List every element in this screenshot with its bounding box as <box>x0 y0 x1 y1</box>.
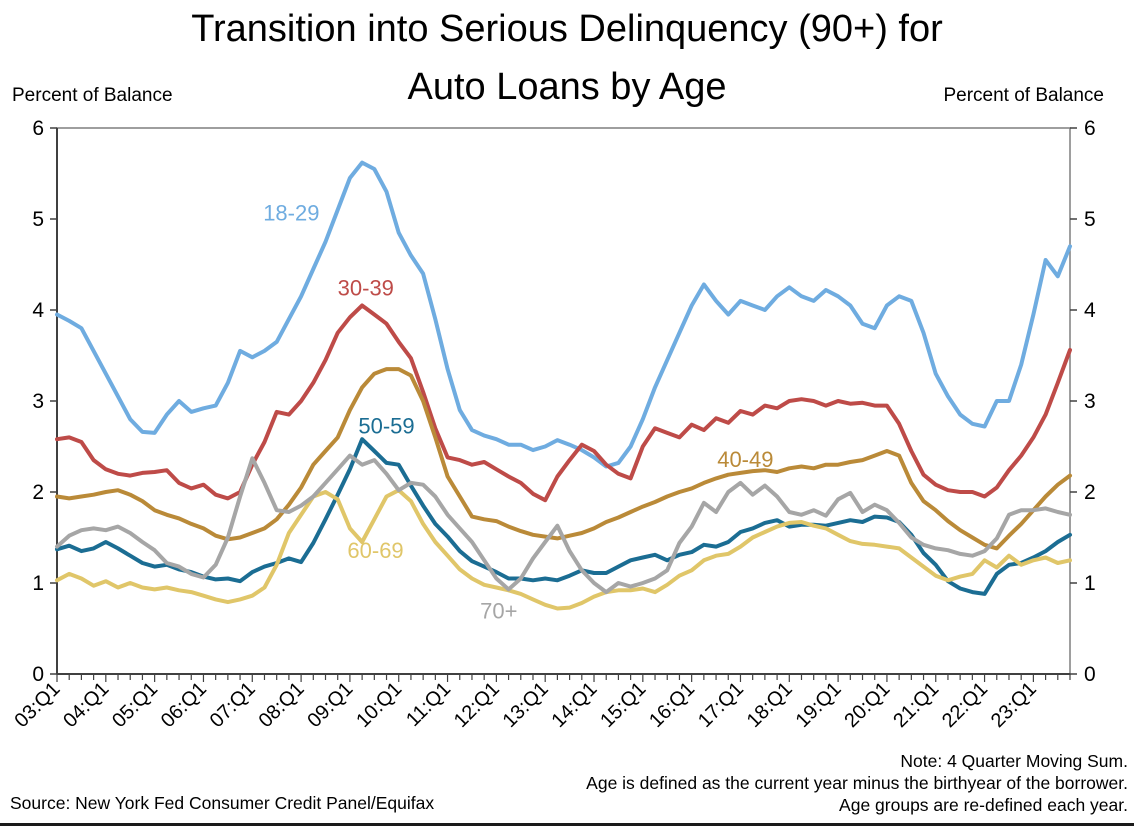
y-axis-ticks: 0 0 1 1 2 2 3 3 4 4 5 5 6 6 <box>32 117 1096 686</box>
x-tick-label: 15:Q1 <box>596 678 650 732</box>
x-tick-label: 20:Q1 <box>840 678 894 732</box>
chart-title-line1: Transition into Serious Delinquency (90+… <box>191 8 943 50</box>
chart-title-line2: Auto Loans by Age <box>407 66 727 108</box>
series-line-40-49 <box>55 367 1072 551</box>
x-tick-label: 07:Q1 <box>206 678 260 732</box>
series-line-30-39 <box>55 303 1072 503</box>
y-axis-title-right: Percent of Balance <box>943 85 1104 106</box>
x-tick-label: 14:Q1 <box>547 678 601 732</box>
y-tick-label-left: 6 <box>32 117 44 140</box>
series-label-60-69: 60-69 <box>347 538 403 563</box>
x-tick-label: 21:Q1 <box>889 678 943 732</box>
series-label-40-49: 40-49 <box>717 447 773 472</box>
x-tick-label: 03:Q1 <box>10 678 64 732</box>
x-tick-label: 12:Q1 <box>450 678 504 732</box>
x-tick-label: 19:Q1 <box>792 678 846 732</box>
note-line: Note: 4 Quarter Moving Sum. <box>900 751 1128 771</box>
note-line: Age groups are re-defined each year. <box>839 795 1128 815</box>
series-line-70+ <box>55 453 1072 595</box>
source-attribution: Source: New York Fed Consumer Credit Pan… <box>10 793 435 813</box>
series-label-70+: 70+ <box>480 598 517 623</box>
x-tick-label: 17:Q1 <box>694 678 748 732</box>
x-tick-label: 05:Q1 <box>108 678 162 732</box>
y-tick-label-right: 6 <box>1084 117 1096 140</box>
y-tick-label-right: 2 <box>1084 481 1096 504</box>
x-tick-label: 13:Q1 <box>499 678 553 732</box>
series-line-18-29 <box>55 160 1072 469</box>
chart-notes: Note: 4 Quarter Moving Sum. Age is defin… <box>586 750 1128 816</box>
y-tick-label-right: 1 <box>1084 572 1096 595</box>
x-tick-label: 06:Q1 <box>157 678 211 732</box>
x-tick-label: 08:Q1 <box>255 678 309 732</box>
y-tick-label-left: 2 <box>32 481 44 504</box>
series-label-30-39: 30-39 <box>338 275 394 300</box>
series-label-18-29: 18-29 <box>263 201 319 226</box>
plot-frame <box>56 127 1071 675</box>
x-axis-ticks: 03:Q104:Q105:Q106:Q107:Q108:Q109:Q110:Q1… <box>10 674 1071 732</box>
x-tick-label: 11:Q1 <box>402 678 455 731</box>
y-tick-label-left: 1 <box>32 572 44 595</box>
y-tick-label-left: 4 <box>32 299 44 322</box>
x-tick-label: 16:Q1 <box>645 678 699 732</box>
y-tick-label-left: 5 <box>32 208 44 231</box>
y-tick-label-left: 3 <box>32 390 44 413</box>
y-tick-label-right: 5 <box>1084 208 1096 231</box>
y-axis-title-left: Percent of Balance <box>12 85 173 106</box>
y-tick-label-right: 0 <box>1084 663 1096 686</box>
series-line-60-69 <box>55 488 1072 611</box>
x-tick-label: 18:Q1 <box>743 678 797 732</box>
x-tick-label: 23:Q1 <box>987 678 1041 732</box>
y-tick-label-right: 3 <box>1084 390 1096 413</box>
x-tick-label: 22:Q1 <box>938 678 992 732</box>
y-tick-label-left: 0 <box>32 663 44 686</box>
bottom-divider <box>0 823 1134 826</box>
x-tick-label: 10:Q1 <box>352 678 406 732</box>
x-tick-label: 04:Q1 <box>59 678 113 732</box>
x-tick-label: 09:Q1 <box>303 678 357 732</box>
note-line: Age is defined as the current year minus… <box>586 773 1128 793</box>
y-tick-label-right: 4 <box>1084 299 1096 322</box>
series-label-50-59: 50-59 <box>358 414 414 439</box>
